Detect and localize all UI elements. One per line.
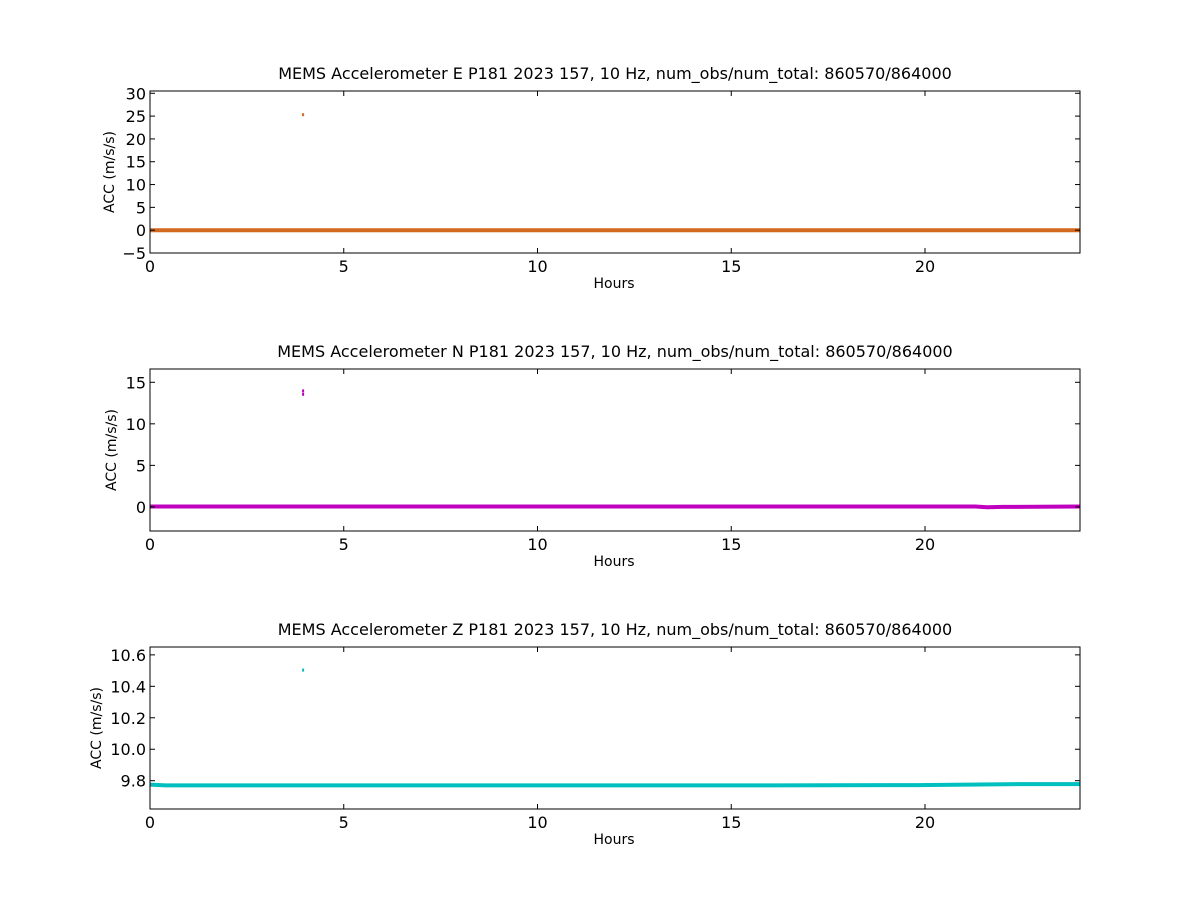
x-tick-label-east-0: 0	[145, 257, 155, 276]
y-tick-label-north-1: 5	[136, 456, 146, 475]
x-tick-label-vertical-0: 0	[145, 813, 155, 832]
y-tick-label-north-0: 0	[136, 498, 146, 517]
y-axis-label-vertical: ACC (m/s/s)	[89, 687, 105, 769]
x-tick-label-north-4: 20	[915, 535, 935, 554]
y-tick-label-east-6: 25	[126, 107, 146, 126]
axes-frame-north	[149, 368, 1081, 532]
panel-title-east: MEMS Accelerometer E P181 2023 157, 10 H…	[278, 64, 952, 84]
x-axis-label-east: Hours	[593, 276, 634, 292]
y-axis-label-north: ACC (m/s/s)	[104, 409, 120, 491]
outlier-point-north-1	[302, 392, 305, 396]
x-tick-label-north-1: 5	[339, 535, 349, 554]
y-tick-label-north-2: 10	[126, 415, 146, 434]
series-line-north	[150, 504, 1081, 510]
x-tick-label-east-4: 20	[915, 257, 935, 276]
outlier-point-east-0	[302, 113, 305, 117]
x-tick-label-east-2: 10	[527, 257, 547, 276]
x-tick-label-vertical-1: 5	[339, 813, 349, 832]
y-axis-label-east: ACC (m/s/s)	[102, 131, 118, 213]
outlier-point-vertical-0	[302, 668, 305, 672]
y-tick-label-east-0: −5	[122, 244, 146, 263]
y-tick-label-east-4: 15	[126, 153, 146, 172]
x-axis-label-vertical: Hours	[593, 832, 634, 848]
x-tick-label-vertical-3: 15	[721, 813, 741, 832]
axes-frame-vertical	[149, 646, 1081, 810]
y-tick-label-vertical-0: 9.8	[121, 772, 146, 791]
axes-frame-east	[149, 90, 1081, 254]
y-tick-label-vertical-3: 10.4	[110, 677, 146, 696]
outlier-point-north-0	[302, 389, 305, 393]
y-tick-label-east-5: 20	[126, 130, 146, 149]
x-tick-label-north-3: 15	[721, 535, 741, 554]
y-tick-label-east-3: 10	[126, 176, 146, 195]
y-tick-label-north-3: 15	[126, 373, 146, 392]
panel-vertical: MEMS Accelerometer Z P181 2023 157, 10 H…	[89, 620, 1081, 848]
x-axis-label-north: Hours	[593, 554, 634, 570]
y-tick-label-vertical-2: 10.2	[110, 709, 146, 728]
x-tick-label-vertical-4: 20	[915, 813, 935, 832]
panel-title-north: MEMS Accelerometer N P181 2023 157, 10 H…	[277, 342, 952, 362]
panel-north: MEMS Accelerometer N P181 2023 157, 10 H…	[104, 342, 1081, 570]
y-tick-label-vertical-4: 10.6	[110, 646, 146, 665]
y-tick-label-east-1: 0	[136, 221, 146, 240]
x-tick-label-north-2: 10	[527, 535, 547, 554]
x-tick-label-east-1: 5	[339, 257, 349, 276]
x-tick-label-north-0: 0	[145, 535, 155, 554]
x-tick-label-east-3: 15	[721, 257, 741, 276]
y-tick-label-east-7: 30	[126, 84, 146, 103]
y-tick-label-east-2: 5	[136, 198, 146, 217]
x-tick-label-vertical-2: 10	[527, 813, 547, 832]
series-line-vertical	[149, 782, 1080, 788]
y-tick-label-vertical-1: 10.0	[110, 740, 146, 759]
panel-title-vertical: MEMS Accelerometer Z P181 2023 157, 10 H…	[278, 620, 952, 640]
panel-east: MEMS Accelerometer E P181 2023 157, 10 H…	[102, 64, 1081, 292]
